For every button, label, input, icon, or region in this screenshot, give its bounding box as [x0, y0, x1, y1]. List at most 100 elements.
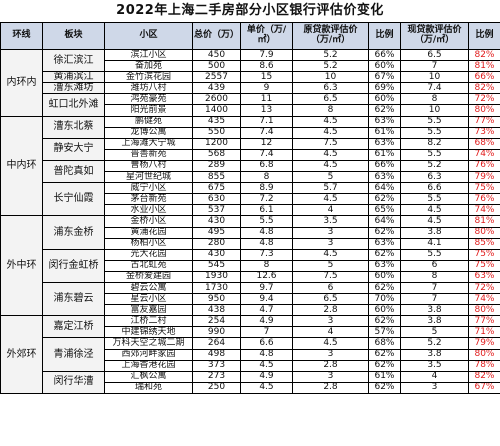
unit-price-cell: 9.7 [240, 281, 293, 295]
total-price-cell: 438 [192, 304, 241, 317]
new-valuation-cell: 3.8 [400, 304, 469, 317]
header-row: 环线 板块 小区 总价（万） 单价（万/㎡） 原贷款评估价（万/㎡） 比例 现贷… [0, 22, 500, 50]
table-row: 漕东滩坊 潍坊八村 439 9 6.3 69% 7.4 82% [1, 82, 500, 95]
community-cell: 金桥小区 [104, 215, 193, 228]
community-cell: 鸿苑豪苑 [104, 93, 193, 106]
total-price-cell: 495 [192, 226, 241, 239]
total-price-cell: 250 [192, 381, 241, 394]
new-valuation-cell: 4.5 [400, 215, 469, 228]
old-valuation-cell: 4 [292, 204, 369, 217]
new-ratio-cell: 81% [468, 215, 500, 228]
table-row: 浦东碧云 碧云公寓 1730 9.7 6 62% 7 72% [1, 281, 500, 317]
old-ratio-cell: 62% [368, 248, 401, 261]
community-cell: 阳光前景 [104, 104, 193, 117]
block-cell: 漕东滩坊 [42, 82, 105, 95]
old-ratio-cell: 64% [368, 215, 401, 228]
block-cell: 闵行金虹桥 [42, 248, 105, 283]
community-cell: 富友嘉园 [104, 304, 193, 317]
community-cell: 碧云公寓 [104, 281, 193, 295]
new-valuation-cell: 5.5 [400, 248, 469, 261]
new-valuation-cell: 5 [400, 326, 469, 339]
community-cell: 金桥爱建园 [104, 270, 193, 283]
table-row: 中建锦绣天地 990 7 4 57% 5 71% [1, 326, 500, 339]
new-valuation-cell: 10 [400, 71, 469, 84]
old-ratio-cell: 63% [368, 259, 401, 272]
table-row: 虹口北外滩 鸿苑豪苑 2600 11 6.5 60% 8 72% [1, 93, 500, 117]
new-ratio-cell: 73% [468, 126, 500, 139]
new-valuation-cell: 5.2 [400, 159, 469, 173]
block-cell: 长宁仙霞 [42, 182, 105, 217]
community-cell: 江桥二村 [104, 315, 193, 328]
unit-price-cell: 8 [240, 259, 293, 272]
old-valuation-cell: 6 [292, 281, 369, 295]
old-ratio-cell: 63% [368, 115, 401, 128]
table-row: 外郊环 嘉定江桥 江桥二村 254 4.9 3 62% 3.8 77% [0, 315, 500, 394]
new-valuation-cell: 3.8 [400, 348, 469, 361]
old-ratio-cell: 62% [368, 348, 401, 361]
community-cell: 上海滩大宁城 [104, 137, 193, 150]
community-cell: 潍坊八村 [104, 82, 193, 95]
page-title: 2022年上海二手房部分小区银行评估价变化 [116, 3, 384, 18]
old-ratio-cell: 57% [368, 326, 401, 339]
header-cell: 小区 [104, 22, 193, 50]
header-cell: 单价（万/㎡） [240, 22, 293, 50]
total-price-cell: 430 [192, 215, 241, 228]
table-row: 上海香港花园 373 4.5 2.8 62% 3.5 78% [1, 359, 500, 372]
header-cell: 原贷款评估价（万/㎡） [292, 22, 369, 50]
new-valuation-cell: 4 [400, 370, 469, 383]
table-row: 静安大宁 上海滩大宁城 1200 12 7.5 63% 8.2 68% [1, 137, 500, 161]
block-cell: 漕东北蔡 [42, 115, 105, 139]
old-valuation-cell: 2.8 [292, 359, 369, 372]
ring-cell: 外中环 [0, 215, 43, 317]
total-price-cell: 630 [192, 193, 241, 206]
unit-price-cell: 7.2 [240, 193, 293, 206]
block-cell: 虹口北外滩 [42, 93, 105, 117]
old-valuation-cell: 4.5 [292, 193, 369, 206]
community-cell: 光大花园 [104, 248, 193, 261]
old-valuation-cell: 6.5 [292, 293, 369, 306]
total-price-cell: 1730 [192, 281, 241, 295]
ring-cell: 中内环 [0, 115, 43, 217]
new-ratio-cell: 78% [468, 359, 500, 372]
unit-price-cell: 8.9 [240, 182, 293, 195]
old-valuation-cell: 7.5 [292, 137, 369, 150]
new-ratio-cell: 80% [468, 304, 500, 317]
new-ratio-cell: 72% [468, 93, 500, 106]
table-row: 阳光前景 1400 13 8 62% 10 80% [1, 104, 500, 117]
total-price-cell: 990 [192, 326, 241, 339]
old-valuation-cell: 8 [292, 104, 369, 117]
new-ratio-cell: 74% [468, 204, 500, 217]
new-valuation-cell: 4.5 [400, 204, 469, 217]
new-ratio-cell: 82% [468, 48, 500, 62]
unit-price-cell: 4.8 [240, 348, 293, 361]
unit-price-cell: 7.4 [240, 126, 293, 139]
community-cell: 上海香港花园 [104, 359, 193, 372]
table-row: 闵行金虹桥 光大花园 430 7.3 4.5 62% 5.5 75% [1, 248, 500, 283]
new-ratio-cell: 82% [468, 370, 500, 383]
new-ratio-cell: 77% [468, 115, 500, 128]
old-valuation-cell: 4.5 [292, 337, 369, 350]
ring-cell: 内环内 [0, 49, 43, 117]
unit-price-cell: 7.1 [240, 115, 293, 128]
total-price-cell: 273 [192, 370, 241, 383]
unit-price-cell: 4.5 [240, 359, 293, 372]
total-price-cell: 1200 [192, 137, 241, 150]
new-ratio-cell: 85% [468, 237, 500, 250]
new-valuation-cell: 7.4 [400, 82, 469, 95]
header-cell: 总价（万） [192, 22, 241, 50]
new-ratio-cell: 75% [468, 182, 500, 195]
total-price-cell: 2557 [192, 71, 241, 84]
new-ratio-cell: 76% [468, 193, 500, 206]
community-cell: 西郊河畔家园 [104, 348, 193, 361]
total-price-cell: 498 [192, 348, 241, 361]
new-valuation-cell: 6.5 [400, 48, 469, 62]
old-valuation-cell: 3.5 [292, 215, 369, 228]
unit-price-cell: 7.3 [240, 248, 293, 261]
old-ratio-cell: 69% [368, 82, 401, 95]
old-valuation-cell: 3 [292, 348, 369, 361]
new-valuation-cell: 7 [400, 281, 469, 295]
old-ratio-cell: 68% [368, 337, 401, 350]
table-row: 中内环 漕东北蔡 鹏健苑 435 7.1 4.5 63% 5.5 77% [0, 115, 500, 217]
old-valuation-cell: 4.5 [292, 126, 369, 139]
total-price-cell: 1400 [192, 104, 241, 117]
